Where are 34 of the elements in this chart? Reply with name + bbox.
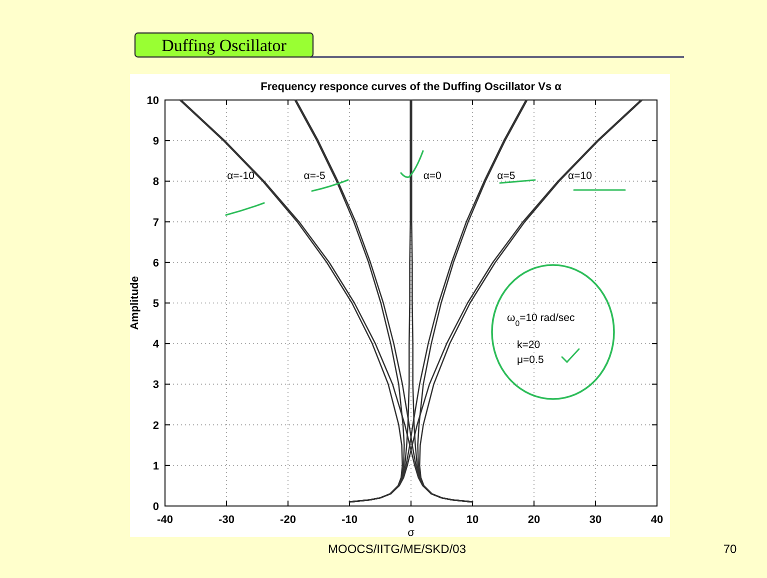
y-tick-label: 9 [152, 136, 159, 148]
annotation: ω$_{0}$=10 rad/sec [507, 312, 575, 328]
y-tick-label: 4 [152, 338, 160, 351]
annotation: μ=0.5 [517, 354, 544, 366]
y-tick-label: 10 [146, 95, 159, 107]
y-tick-label: 0 [152, 501, 159, 513]
x-tick-label: 10 [466, 514, 479, 526]
y-tick-label: 5 [152, 298, 159, 310]
chart-title: Duffing Oscillator [162, 36, 287, 55]
y-axis-title: Amplitude [129, 276, 141, 330]
series-label: α=5 [497, 170, 516, 182]
x-tick-label: 40 [650, 514, 664, 526]
y-tick-label: 1 [152, 460, 159, 472]
x-tick-label: -20 [280, 514, 296, 526]
x-tick-label: 20 [528, 514, 540, 526]
series-label: α=-10 [227, 170, 255, 182]
x-tick-label: -40 [157, 514, 173, 526]
x-tick-label: -30 [218, 514, 234, 526]
y-tick-label: 7 [152, 216, 159, 229]
x-tick-label: 0 [408, 514, 414, 526]
series-label: α=0 [423, 170, 442, 182]
y-tick-label: 2 [152, 420, 159, 432]
y-tick-label: 6 [152, 257, 159, 270]
chart-subtitle: Frequency responce curves of the Duffing Oscillator Vs α [260, 81, 562, 93]
series-label: α=-5 [304, 170, 326, 182]
y-tick-label: 3 [152, 379, 159, 392]
x-tick-label: 30 [589, 514, 602, 526]
y-tick-label: 8 [152, 176, 159, 188]
x-tick-label: -10 [342, 514, 358, 526]
text: 70 [723, 542, 737, 556]
text: MOOCS/IITG/ME/SKD/03 [328, 542, 466, 556]
series-label: α=10 [568, 170, 592, 182]
x-axis-title: σ [408, 527, 415, 539]
annotation: k=20 [517, 339, 540, 351]
